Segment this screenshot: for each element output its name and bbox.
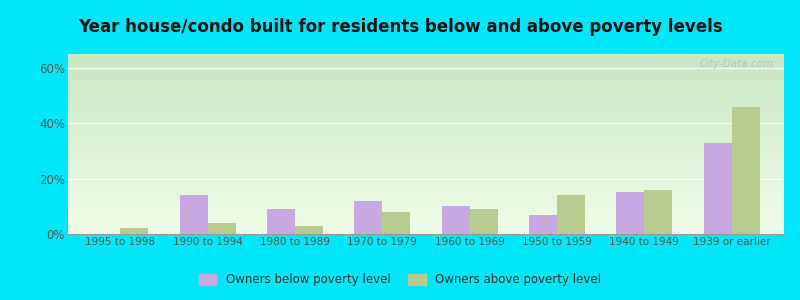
Bar (644, 190, 672, 234)
Bar (354, 201, 382, 234)
Bar (382, 212, 410, 234)
Bar (267, 209, 295, 234)
Bar (208, 223, 236, 234)
Legend: Owners below poverty level, Owners above poverty level: Owners below poverty level, Owners above… (194, 269, 606, 291)
Bar (732, 106, 759, 234)
Bar (616, 193, 644, 234)
Bar (180, 195, 208, 234)
Bar (557, 195, 585, 234)
Text: City-Data.com: City-Data.com (699, 59, 774, 69)
Bar (470, 209, 498, 234)
Bar (295, 226, 323, 234)
Bar (704, 142, 732, 234)
Bar (529, 214, 557, 234)
Bar (120, 229, 148, 234)
Text: Year house/condo built for residents below and above poverty levels: Year house/condo built for residents bel… (78, 18, 722, 36)
Bar (442, 206, 470, 234)
